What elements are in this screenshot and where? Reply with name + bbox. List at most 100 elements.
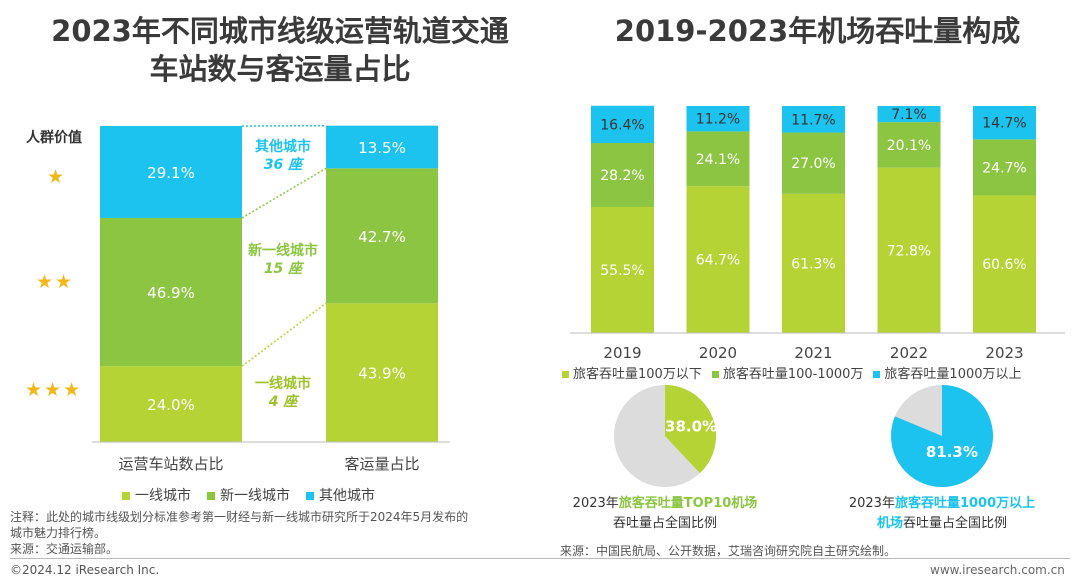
right-bar-seg-4-0 (973, 195, 1036, 333)
legend-swatch-1m-10m (711, 371, 719, 378)
left-bar-seg-0-2 (100, 126, 242, 218)
pie2-caption-line2: 机场吞吐量占全国比例 (822, 514, 1062, 534)
source-right: 来源：中国民航局、公开数据，艾瑞咨询研究院自主研究绘制。 (560, 544, 897, 558)
right-legend: 旅客吞吐量100万以下 旅客吞吐量100-1000万 旅客吞吐量1000万以上 (562, 363, 1022, 382)
left-legend: 一线城市 新一线城市 其他城市 (122, 485, 375, 505)
right-bar-seg-3-1 (877, 122, 941, 168)
star-rating-three: ★★★ (25, 379, 83, 401)
right-bar-seg-1-1 (686, 131, 750, 187)
pie-chart-over-10m: 81.3% (891, 385, 993, 487)
right-x-tick-2: 2021 (794, 344, 832, 362)
right-bar-seg-3-2 (877, 106, 941, 123)
pie2-caption: 2023年旅客吞吐量1000万以上 机场吞吐量占全国比例 (822, 494, 1062, 534)
legend-item-tier1: 一线城市 (122, 485, 191, 505)
left-bar-label-0-0: 24.0% (147, 396, 195, 414)
right-x-tick-4: 2023 (985, 344, 1023, 362)
footer-divider (10, 558, 1070, 559)
right-x-tick-3: 2022 (890, 344, 928, 362)
right-bar-seg-2-0 (782, 193, 845, 333)
right-x-tick-1: 2020 (699, 344, 737, 362)
legend-item-new-tier1: 新一线城市 (207, 485, 290, 505)
pie1-caption-line2: 吞吐量占全国比例 (612, 516, 717, 531)
right-bar-label-0-2: 16.4% (600, 117, 644, 133)
legend-swatch-over-10m (873, 371, 881, 378)
left-bar-label-1-2: 13.5% (358, 139, 406, 157)
website: www.iresearch.com.cn (930, 563, 1065, 577)
pie2-value-slice (891, 385, 993, 487)
right-bar-seg-3-0 (877, 167, 941, 333)
left-bar-seg-1-0 (326, 303, 438, 442)
right-bar-seg-0-1 (591, 143, 654, 208)
right-bar-label-2-0: 61.3% (791, 256, 835, 272)
pie2-caption-prefix: 2023年 (848, 496, 895, 511)
legend-label-under-1m: 旅客吞吐量100万以下 (573, 367, 702, 382)
left-stacked-bar-chart: 24.0% 46.9% 29.1% 43.9% 42.7% 13.5% (92, 124, 450, 443)
pie1-caption-line1: 2023年旅客吞吐量TOP10机场 (545, 494, 785, 514)
right-bar-label-0-1: 28.2% (600, 168, 644, 184)
left-chart-title: 2023年不同城市线级运营轨道交通 车站数与客运量占比 (10, 12, 550, 88)
annotation-new-tier1: 新一线城市 15 座 (236, 242, 330, 278)
right-bar-seg-0-0 (591, 207, 654, 333)
right-bar-label-1-1: 24.1% (696, 152, 740, 168)
left-bar-seg-0-0 (100, 366, 242, 442)
annotation-other-cities: 其他城市 36 座 (240, 138, 326, 174)
legend-swatch-under-1m (562, 371, 569, 378)
right-bar-seg-2-1 (782, 132, 845, 194)
legend-label-new-tier1: 新一线城市 (220, 488, 290, 504)
right-bar-seg-4-1 (973, 139, 1036, 196)
right-bar-label-2-1: 27.0% (791, 156, 835, 172)
left-bar-seg-1-2 (326, 125, 438, 169)
annotation-tier1-count: 4 座 (268, 394, 298, 410)
value-label: 人群价值 (26, 130, 82, 146)
right-bar-label-4-0: 60.6% (982, 257, 1026, 273)
left-title-line1: 2023年不同城市线级运营轨道交通 (51, 14, 509, 48)
pie1-value-slice (665, 385, 716, 474)
left-x-label-stations: 运营车站数占比 (118, 455, 224, 473)
left-x-label-ridership: 客运量占比 (344, 455, 420, 473)
annotation-other-cities-name: 其他城市 (255, 139, 311, 155)
pie2-caption-line2-rest: 吞吐量占全国比例 (903, 516, 1008, 531)
right-x-tick-0: 2019 (603, 344, 641, 362)
legend-swatch-tier1 (122, 492, 130, 500)
legend-item-under-1m: 旅客吞吐量100万以下 (562, 363, 702, 382)
right-bar-seg-1-0 (686, 186, 750, 333)
legend-label-1m-10m: 旅客吞吐量100-1000万 (722, 367, 864, 382)
pie1-caption-highlight: 旅客吞吐量TOP10机场 (618, 496, 758, 511)
annotation-tier1: 一线城市 4 座 (240, 375, 326, 411)
left-bar-label-1-0: 43.9% (358, 365, 406, 383)
annotation-tier1-name: 一线城市 (255, 376, 311, 392)
annotation-new-tier1-name: 新一线城市 (248, 243, 318, 259)
right-bar-label-3-1: 20.1% (887, 138, 931, 154)
right-chart-title: 2019-2023年机场吞吐量构成 (614, 14, 1021, 48)
legend-label-tier1: 一线城市 (135, 488, 191, 504)
right-bar-seg-2-2 (782, 106, 845, 133)
source-left: 来源：交通运输部。 (10, 542, 119, 556)
right-bar-label-3-0: 72.8% (887, 243, 931, 259)
footnote-line2: 城市魅力排行榜。 (10, 526, 107, 540)
pie2-caption-line1: 2023年旅客吞吐量1000万以上 (822, 494, 1062, 514)
pie2-value-label: 81.3% (926, 443, 978, 461)
star-rating-one: ★ (47, 166, 65, 188)
legend-item-over-10m: 旅客吞吐量1000万以上 (873, 363, 1022, 382)
left-connector-1 (241, 167, 327, 219)
legend-item-1m-10m: 旅客吞吐量100-1000万 (711, 363, 864, 382)
pie2-caption-line2-highlight: 机场 (876, 516, 903, 531)
right-bar-label-2-2: 11.7% (791, 112, 835, 128)
pie-chart-top10: 38.0% (614, 385, 717, 487)
footnote-line1: 注释：此处的城市线级划分标准参考第一财经与新一线城市研究所于2024年5月发布的 (10, 510, 469, 524)
pie2-caption-highlight: 旅客吞吐量1000万以上 (894, 496, 1036, 511)
star-rating-two: ★★ (36, 271, 75, 293)
left-connector-0 (241, 302, 327, 367)
pie1-value-label: 38.0% (665, 418, 717, 436)
footnotes: 注释：此处的城市线级划分标准参考第一财经与新一线城市研究所于2024年5月发布的… (10, 509, 530, 557)
copyright: ©2024.12 iResearch Inc. (10, 563, 160, 577)
right-bar-label-1-0: 64.7% (696, 253, 740, 269)
annotation-new-tier1-count: 15 座 (263, 261, 303, 277)
right-bar-label-4-2: 14.7% (982, 116, 1026, 132)
right-bar-seg-4-2 (973, 106, 1036, 140)
pie1-caption: 2023年旅客吞吐量TOP10机场 吞吐量占全国比例 (545, 494, 785, 534)
legend-label-over-10m: 旅客吞吐量1000万以上 (884, 367, 1022, 382)
legend-swatch-new-tier1 (207, 492, 215, 500)
right-bar-seg-1-2 (686, 106, 750, 132)
legend-swatch-other (306, 492, 314, 500)
